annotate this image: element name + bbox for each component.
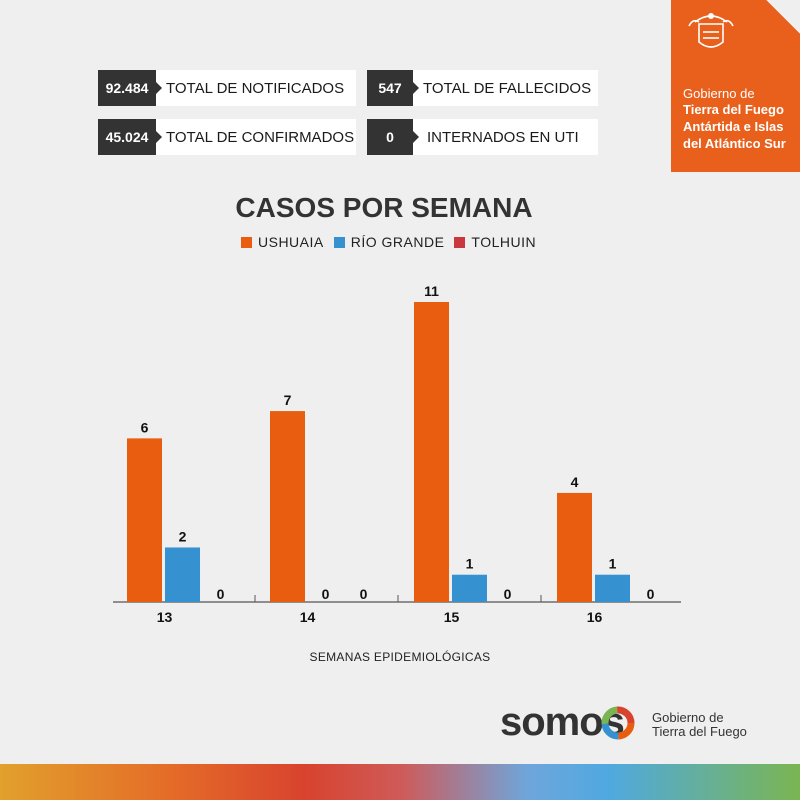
data-label: 0	[322, 586, 330, 602]
bar-ushuaia-week-13	[127, 438, 162, 602]
chart-title: CASOS POR SEMANA	[235, 192, 533, 223]
chart-legend: USHUAIA RÍO GRANDE TOLHUIN	[241, 232, 536, 252]
legend-swatch-tolhuin	[454, 236, 466, 248]
stat-notificados: 92.484 TOTAL DE NOTIFICADOS	[98, 70, 356, 106]
somos-ring-icon	[601, 706, 635, 740]
bar-ushuaia-week-14	[270, 411, 305, 602]
x-tick-label: 14	[300, 609, 316, 625]
brand-subtitle-line-2: Tierra del Fuego	[652, 724, 747, 739]
data-label: 6	[141, 419, 149, 435]
stat-fallecidos-value: 547	[367, 70, 419, 106]
data-label: 2	[179, 528, 187, 544]
x-axis-title: SEMANAS EPIDEMIOLÓGICAS	[309, 650, 491, 664]
bar-ushuaia-week-16	[557, 492, 592, 602]
data-label: 0	[647, 586, 655, 602]
bar-r-o-grande-week-15	[452, 574, 487, 602]
data-label: 0	[360, 586, 368, 602]
legend-swatch-ushuaia	[241, 236, 252, 248]
gov-line-4: del Atlántico Sur	[683, 136, 786, 151]
legend-label-ushuaia: USHUAIA	[258, 234, 324, 250]
data-label: 0	[217, 586, 225, 602]
brand-subtitle: Gobierno de Tierra del Fuego	[652, 711, 747, 739]
bar-r-o-grande-week-16	[595, 574, 630, 602]
color-stripe	[0, 764, 800, 800]
data-label: 7	[284, 392, 292, 408]
stat-notificados-value: 92.484	[98, 70, 162, 106]
data-label: 1	[466, 556, 474, 572]
government-badge: Gobierno de Tierra del Fuego Antártida e…	[671, 0, 800, 172]
stat-confirmados-value: 45.024	[98, 119, 162, 155]
stat-uti-value: 0	[367, 119, 419, 155]
gov-line-2: Tierra del Fuego	[683, 102, 784, 117]
brand-subtitle-line-1: Gobierno de	[652, 710, 724, 725]
stat-confirmados: 45.024 TOTAL DE CONFIRMADOS	[98, 119, 356, 155]
legend-label-rio-grande: RÍO GRANDE	[350, 234, 445, 250]
legend-item-tolhuin: TOLHUIN	[454, 234, 536, 250]
data-label: 1	[609, 556, 617, 572]
coat-of-arms-icon	[688, 13, 734, 48]
stat-uti: 0 INTERNADOS EN UTI	[367, 119, 598, 155]
stat-fallecidos-label: TOTAL DE FALLECIDOS	[423, 79, 592, 97]
stat-confirmados-label: TOTAL DE CONFIRMADOS	[166, 128, 355, 146]
stat-uti-label: INTERNADOS EN UTI	[427, 128, 579, 146]
data-label: 11	[424, 283, 439, 299]
bar-ushuaia-week-15	[414, 302, 449, 602]
x-tick-label: 15	[444, 609, 460, 625]
gov-line-3: Antártida e Islas	[683, 119, 784, 134]
stat-notificados-label: TOTAL DE NOTIFICADOS	[166, 79, 345, 97]
stat-fallecidos: 547 TOTAL DE FALLECIDOS	[367, 70, 598, 106]
legend-item-ushuaia: USHUAIA	[241, 234, 324, 250]
x-tick-label: 16	[587, 609, 603, 625]
legend-item-rio-grande: RÍO GRANDE	[333, 234, 445, 250]
legend-swatch-rio-grande	[333, 236, 345, 248]
legend-label-tolhuin: TOLHUIN	[471, 234, 537, 250]
folded-corner	[766, 0, 800, 34]
gov-line-1: Gobierno de	[683, 86, 755, 101]
data-label: 0	[504, 586, 512, 602]
data-label: 4	[571, 474, 579, 490]
x-tick-label: 13	[157, 609, 173, 625]
bar-r-o-grande-week-13	[165, 547, 200, 602]
